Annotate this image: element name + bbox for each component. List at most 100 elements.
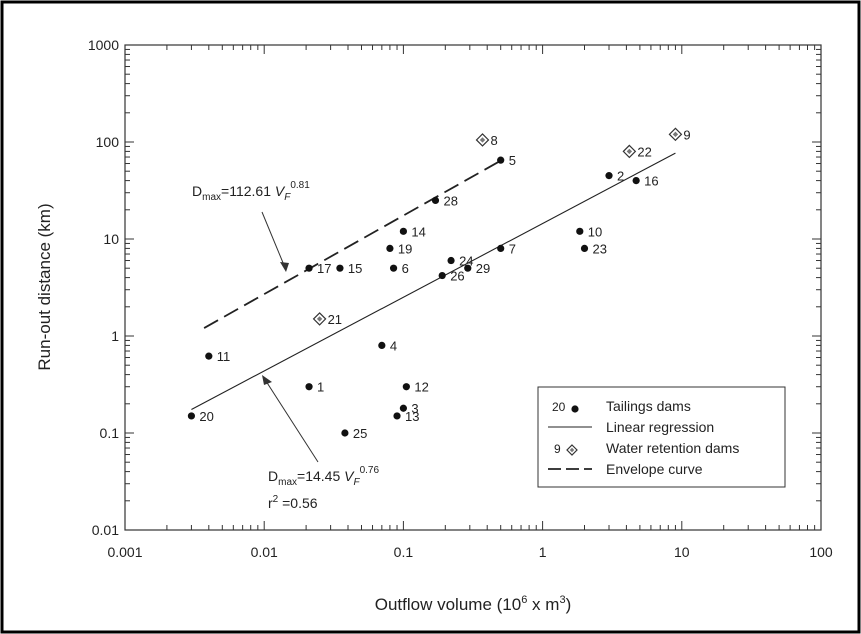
tailings-dam-point <box>632 177 640 185</box>
point-label: 29 <box>476 261 490 276</box>
point-label: 26 <box>450 269 464 284</box>
tailings-dam-point <box>605 172 613 180</box>
tailings-dam-point <box>389 264 398 272</box>
point-label: 1 <box>317 380 324 395</box>
tailings-dam-point <box>336 264 344 272</box>
tailings-dam-point <box>580 244 589 253</box>
legend-entry-text: Tailings dams <box>606 398 691 414</box>
y-tick-label: 1000 <box>88 37 119 53</box>
diamond-core <box>672 131 679 138</box>
r2-value: =0.56 <box>278 495 318 511</box>
tailings-dam-point <box>399 227 407 235</box>
x-tick-label: 100 <box>809 544 833 560</box>
regression-equation: Dmax=14.45 VF0.76 <box>268 465 379 488</box>
axis-ticks <box>124 45 821 531</box>
point-label: 2 <box>617 169 624 184</box>
envelope-equation: Dmax=112.61 VF0.81 <box>192 180 310 203</box>
y-tick-label: 1 <box>111 328 119 344</box>
x-axis-label-sup: 6 <box>521 594 527 606</box>
envelope-eq-d: D <box>192 183 202 199</box>
tailings-dam-point <box>378 341 386 350</box>
regression-eq-sub: max <box>278 477 297 488</box>
tailings-dam-point <box>386 244 394 253</box>
x-tick-label: 0.001 <box>107 544 142 560</box>
point-label: 15 <box>348 261 362 276</box>
diamond-core <box>316 316 323 322</box>
water-retention-dam-point <box>475 133 490 147</box>
regression-callout-arrow <box>263 377 319 463</box>
x-axis-label-tail: x m <box>527 595 559 614</box>
point-label: 28 <box>443 193 457 208</box>
legend-symbol-label: 20 <box>552 400 566 414</box>
envelope-eq-exp: 0.81 <box>290 180 310 191</box>
fit-lines <box>191 152 676 410</box>
water-retention-dam-point <box>622 144 637 159</box>
water-retention-dam-point <box>668 127 683 142</box>
tailings-dam-point <box>305 264 313 272</box>
r-squared: r2 =0.56 <box>268 494 318 511</box>
y-tick-label: 0.01 <box>92 522 119 538</box>
point-label: 17 <box>317 261 331 276</box>
point-label: 3 <box>411 401 418 416</box>
x-tick-label: 1 <box>539 544 547 560</box>
tailings-dam-point <box>464 264 472 272</box>
legend-symbol-label: 9 <box>554 442 561 456</box>
legend-dot-marker <box>571 405 579 413</box>
point-label: 14 <box>411 224 425 239</box>
point-label: 23 <box>593 241 607 256</box>
envelope-curve-line <box>203 158 504 329</box>
y-tick-label: 0.1 <box>100 425 120 441</box>
point-label: 11 <box>217 349 231 364</box>
x-axis-label: Outflow volume (106 x m3) <box>375 594 571 614</box>
legend-box <box>537 386 786 488</box>
y-tick-label: 10 <box>103 231 119 247</box>
point-label: 5 <box>509 153 516 168</box>
point-label: 22 <box>637 144 651 159</box>
point-label: 24 <box>459 254 473 269</box>
x-tick-label: 0.1 <box>394 544 414 560</box>
data-point-labels: 1234567101112131415161719202324252628298… <box>199 127 690 441</box>
diamond-core <box>626 148 633 155</box>
envelope-eq-var-sub: F <box>284 192 291 203</box>
tailings-dam-point <box>305 383 313 391</box>
point-label: 9 <box>683 127 690 142</box>
point-label: 19 <box>398 241 412 256</box>
tailings-dam-point <box>393 412 401 420</box>
envelope-eq-coef: =112.61 <box>221 183 275 199</box>
tailings-dam-point <box>187 412 196 420</box>
tailings-dam-point <box>497 156 505 164</box>
r2-sup: 2 <box>273 494 279 505</box>
legend-entries: 20 Tailings dams Linear regression 9 Water r… <box>548 398 739 477</box>
point-label: 12 <box>414 380 428 395</box>
point-label: 20 <box>199 409 213 424</box>
envelope-callout-arrow <box>261 211 287 271</box>
tailings-dam-point <box>402 383 410 391</box>
regression-eq-var-sub: F <box>353 477 360 488</box>
regression-line <box>191 152 676 410</box>
water-retention-dam-point <box>312 312 327 326</box>
legend-entry-text: Water retention dams <box>606 440 739 456</box>
diamond-core <box>569 447 575 453</box>
x-axis-label-sup2: 3 <box>559 594 565 606</box>
point-label: 21 <box>328 312 342 327</box>
regression-eq-coef: =14.45 <box>297 468 344 484</box>
tailings-dam-point <box>576 227 584 235</box>
tailings-dam-point <box>399 404 407 412</box>
tailings-dam-point <box>438 271 446 280</box>
data-markers <box>187 127 683 437</box>
tailings-dam-point <box>497 244 505 253</box>
regression-eq-d: D <box>268 468 278 484</box>
point-label: 7 <box>509 241 516 256</box>
tailings-dam-point <box>447 256 455 265</box>
legend-entry-text: Linear regression <box>606 419 714 435</box>
regression-eq-var: V <box>344 468 355 484</box>
x-axis-label-main: Outflow volume (10 <box>375 595 521 614</box>
x-tick-label: 10 <box>674 544 690 560</box>
y-axis-label: Run-out distance (km) <box>35 203 54 370</box>
tailings-dam-point <box>205 352 213 360</box>
x-axis-label-end: ) <box>566 595 572 614</box>
regression-arrow-head <box>262 375 272 385</box>
r2-r: r <box>268 495 273 511</box>
